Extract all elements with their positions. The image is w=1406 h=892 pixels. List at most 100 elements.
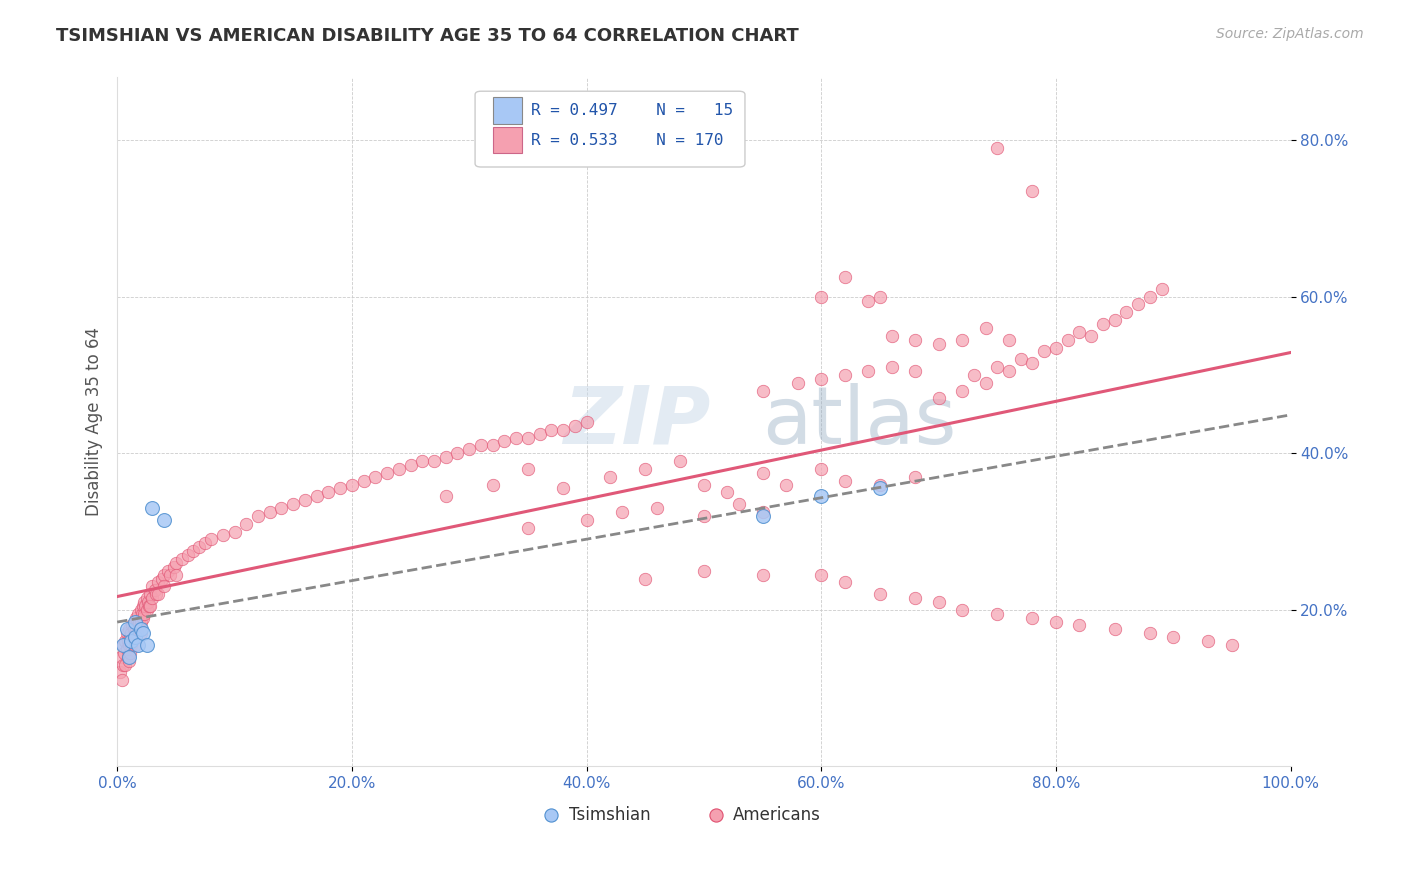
Point (143, 583, 166, 598)
Point (134, 599, 156, 613)
Point (115, 642, 138, 657)
Point (810, 372, 832, 386)
Point (551, 423, 574, 437)
Point (134, 607, 156, 621)
Point (634, 462, 657, 476)
Point (974, 376, 997, 390)
Point (810, 462, 832, 476)
Point (127, 615, 149, 629)
Point (516, 431, 538, 445)
Point (904, 591, 927, 605)
Point (1161, 630, 1184, 644)
Point (1021, 356, 1043, 370)
Point (117, 634, 139, 648)
Point (869, 290, 891, 304)
Point (318, 485, 340, 500)
Point (880, 360, 903, 375)
Point (1139, 290, 1161, 304)
Point (194, 536, 217, 550)
Point (388, 462, 411, 476)
Point (1045, 341, 1067, 355)
Point (283, 497, 305, 511)
Y-axis label: Disability Age 35 to 64: Disability Age 35 to 64 (86, 327, 103, 516)
Point (375, 466, 398, 480)
Point (136, 595, 159, 609)
Text: R = 0.497    N =   15: R = 0.497 N = 15 (531, 103, 734, 118)
Point (139, 599, 162, 613)
Point (112, 638, 135, 652)
Point (145, 587, 167, 601)
Point (129, 623, 152, 637)
Point (856, 293, 879, 308)
Point (904, 469, 927, 483)
Point (810, 489, 832, 503)
Point (481, 438, 503, 452)
Point (112, 646, 135, 660)
Point (150, 572, 173, 586)
Text: atlas: atlas (762, 383, 957, 461)
Point (200, 533, 222, 547)
Text: Source: ZipAtlas.com: Source: ZipAtlas.com (1216, 27, 1364, 41)
Point (353, 474, 375, 488)
Point (170, 552, 193, 566)
Bar (492, 127, 522, 153)
Point (950, 384, 973, 398)
Text: Americans: Americans (733, 805, 821, 823)
Text: Tsimshian: Tsimshian (569, 805, 651, 823)
Point (869, 477, 891, 491)
Point (115, 626, 138, 640)
Point (928, 392, 950, 406)
Point (1056, 333, 1078, 347)
Point (110, 649, 132, 664)
Point (121, 618, 143, 632)
Point (1021, 184, 1043, 198)
Point (634, 572, 657, 586)
Point (411, 454, 433, 468)
Point (117, 649, 139, 664)
Point (529, 426, 551, 441)
Point (127, 638, 149, 652)
Point (235, 516, 257, 531)
Point (540, 814, 562, 829)
Point (108, 665, 131, 680)
Point (134, 595, 156, 609)
Point (153, 567, 176, 582)
Point (505, 431, 527, 445)
Point (153, 579, 176, 593)
Point (148, 587, 170, 601)
Point (246, 508, 269, 523)
Point (132, 599, 155, 613)
Point (1115, 305, 1137, 319)
Point (305, 489, 328, 503)
Point (810, 290, 832, 304)
Point (998, 333, 1021, 347)
Point (114, 634, 136, 648)
Point (132, 626, 155, 640)
Point (834, 270, 856, 285)
Point (481, 477, 503, 491)
Point (129, 626, 152, 640)
Point (1045, 615, 1067, 629)
Point (120, 646, 142, 660)
Point (121, 634, 143, 648)
Point (716, 485, 738, 500)
Point (599, 469, 621, 483)
Point (188, 540, 211, 554)
Point (162, 559, 184, 574)
Point (974, 321, 997, 335)
Point (135, 603, 157, 617)
Point (775, 477, 797, 491)
Point (114, 657, 136, 672)
Point (165, 567, 187, 582)
Point (122, 623, 145, 637)
Point (1150, 282, 1173, 296)
Point (131, 607, 153, 621)
Point (132, 610, 155, 624)
Point (1198, 634, 1220, 648)
Point (124, 638, 146, 652)
Point (1069, 325, 1091, 339)
Point (112, 638, 135, 652)
Text: TSIMSHIAN VS AMERICAN DISABILITY AGE 35 TO 64 CORRELATION CHART: TSIMSHIAN VS AMERICAN DISABILITY AGE 35 … (56, 27, 799, 45)
Point (834, 575, 856, 590)
Point (950, 603, 973, 617)
